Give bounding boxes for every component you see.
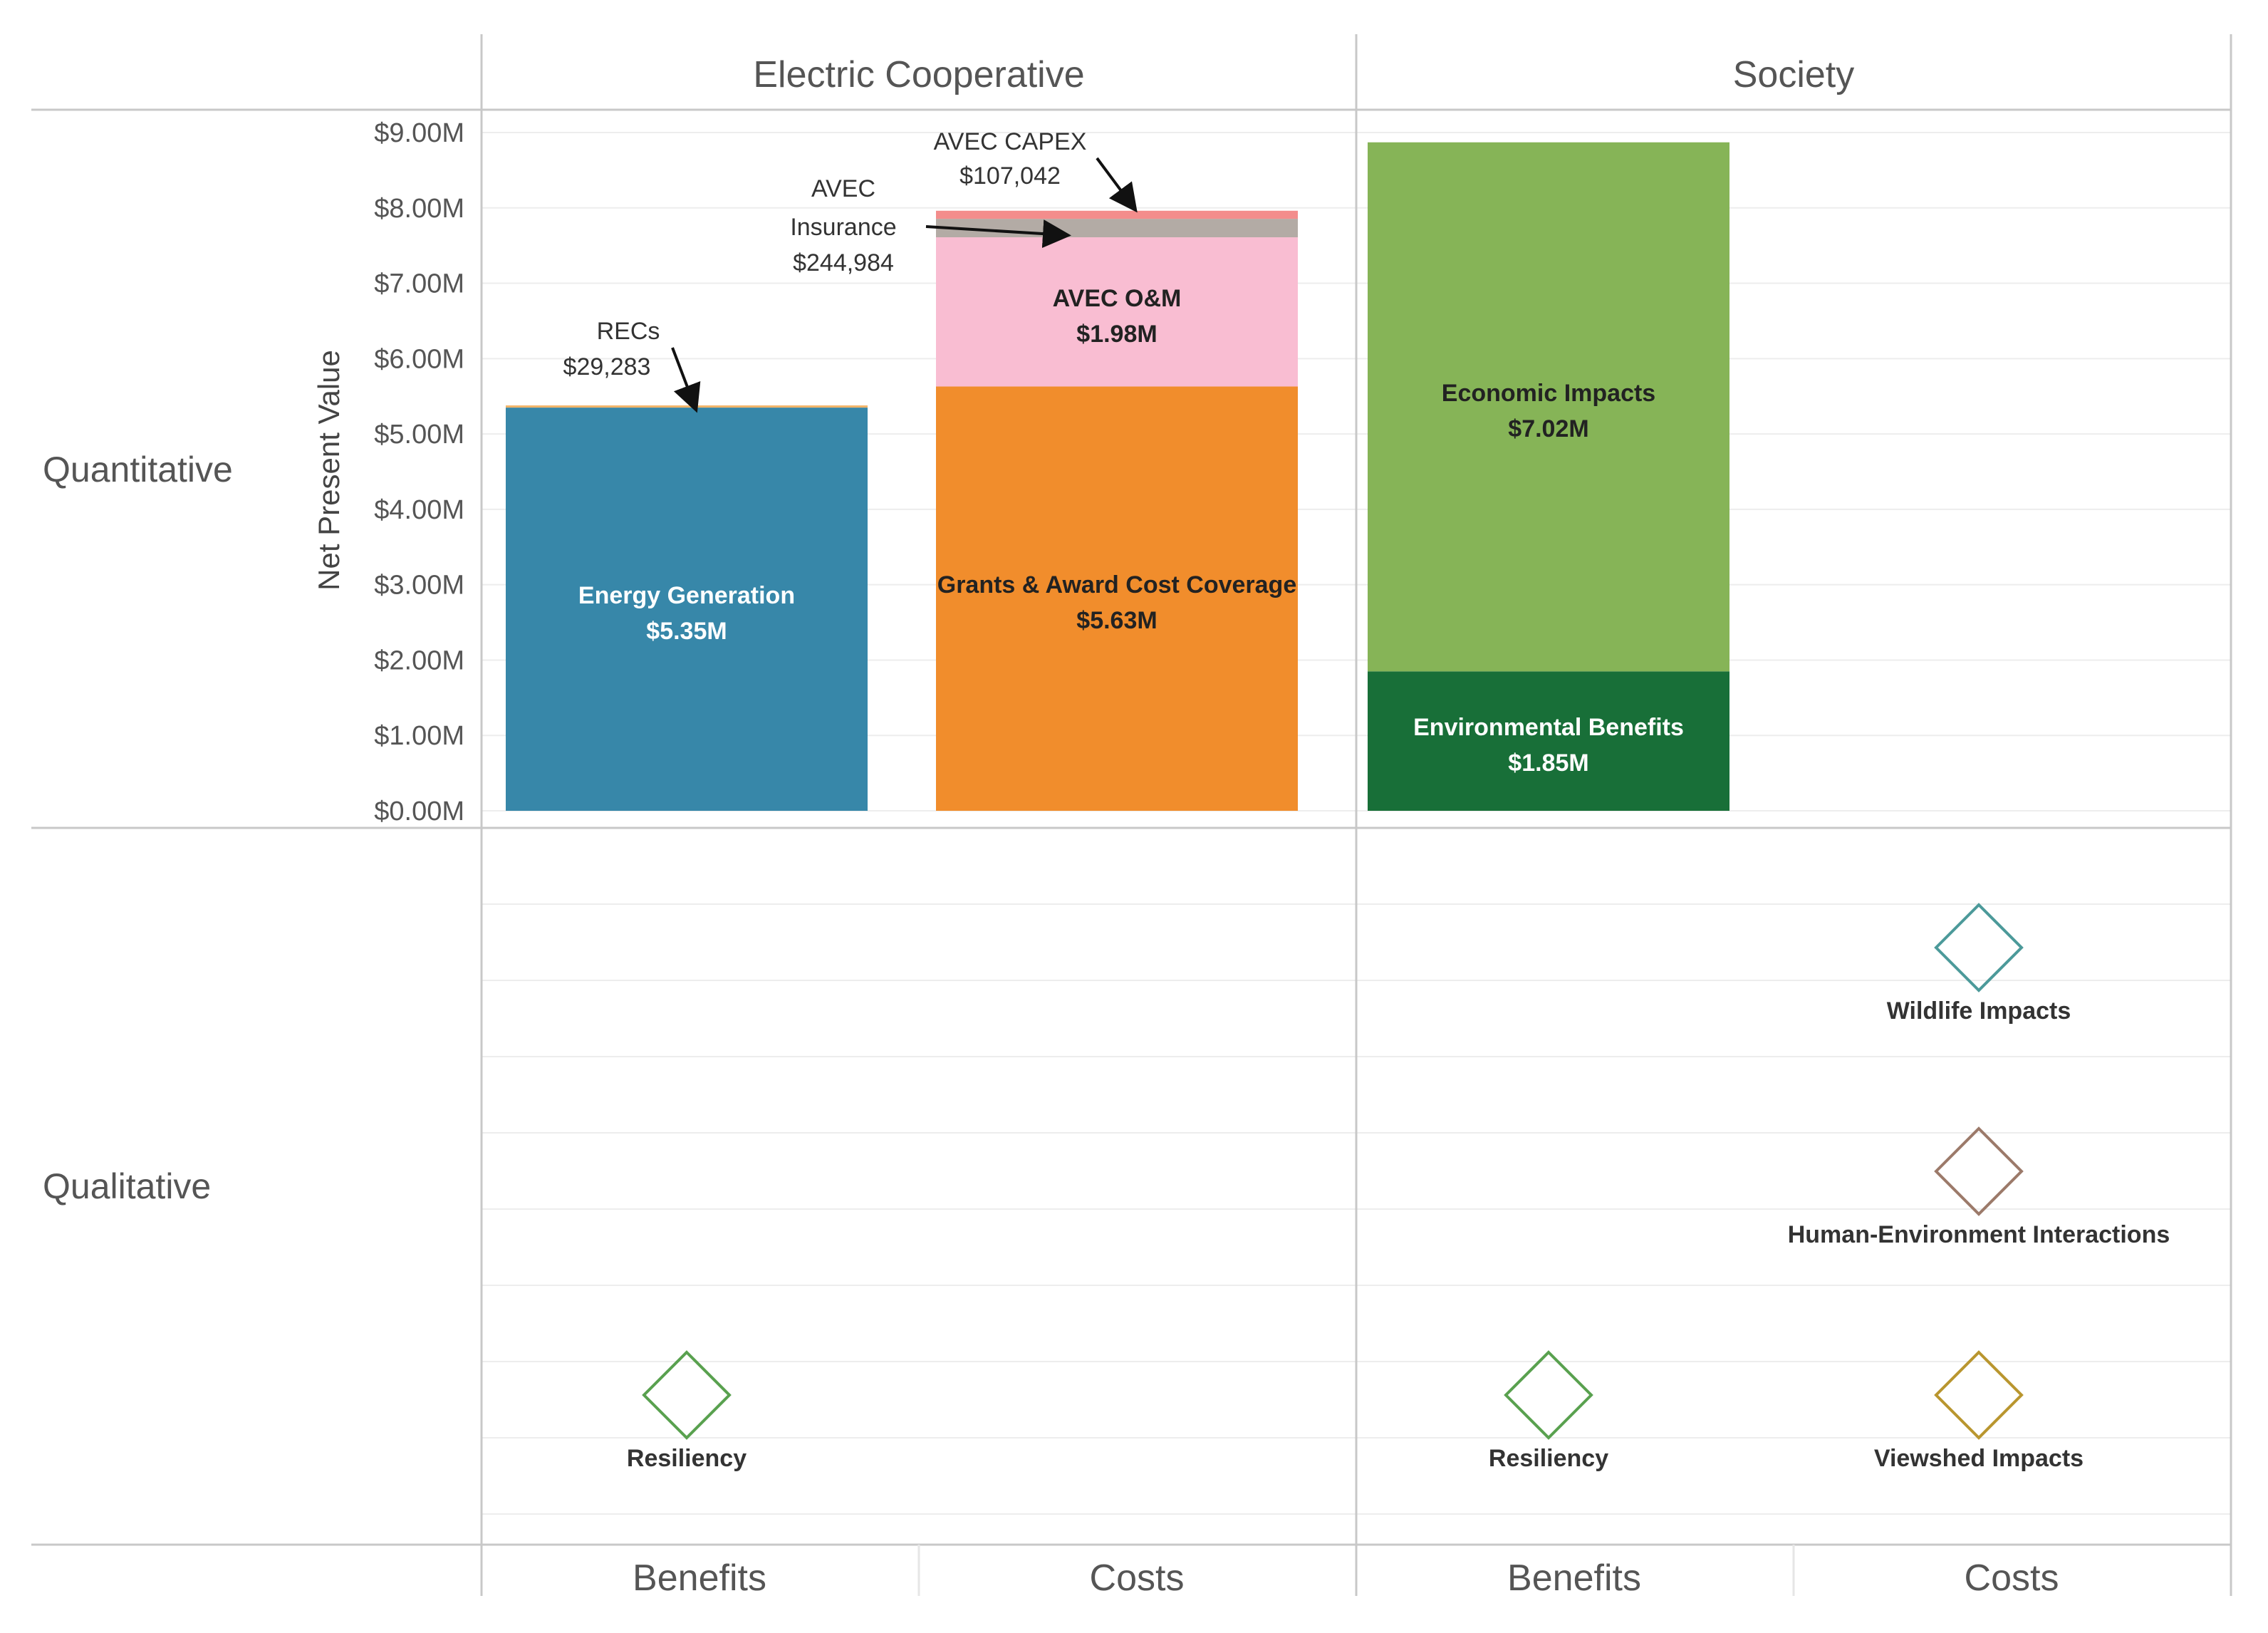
bar-label-grants-name: Grants & Award Cost Coverage	[937, 571, 1296, 598]
diamond-marker-resiliency-society[interactable]	[1504, 1350, 1593, 1440]
annotation-text: $244,984	[793, 249, 894, 276]
y-tick-label: $7.00M	[374, 269, 464, 299]
y-tick-label: $8.00M	[374, 194, 464, 224]
diamond-marker-viewshed-impacts[interactable]	[1934, 1350, 2024, 1440]
qualitative-label-resiliency-ec: Resiliency	[627, 1445, 747, 1472]
bar-label-energy-generation-value: $5.35M	[646, 618, 727, 645]
category-label-society-costs: Costs	[1965, 1557, 2059, 1599]
bar-label-avec-om-name: AVEC O&M	[1053, 285, 1182, 312]
group-header-electric-cooperative: Electric Cooperative	[753, 54, 1084, 95]
annotation-text: $29,283	[563, 353, 651, 380]
row-header-quantitative: Quantitative	[43, 450, 233, 489]
bar-segment-energy-generation[interactable]	[506, 408, 868, 811]
y-axis-title: Net Present Value	[312, 350, 345, 591]
bar-labels: Energy Generation $5.35M Grants & Award …	[578, 285, 1684, 777]
y-tick-label: $6.00M	[374, 344, 464, 374]
y-tick-label: $5.00M	[374, 420, 464, 450]
annotation-text: AVEC CAPEX	[934, 128, 1087, 155]
annotation-recs: RECs $29,283	[563, 318, 701, 413]
y-tick-label: $0.00M	[374, 797, 464, 826]
y-tick-label: $2.00M	[374, 646, 464, 675]
diamond-marker-human-environment-interactions[interactable]	[1934, 1126, 2024, 1216]
y-tick-label: $9.00M	[374, 118, 464, 148]
annotation-arrow	[925, 219, 1071, 249]
category-label-society-benefits: Benefits	[1507, 1557, 1641, 1599]
qualitative-label-wildlife-impacts: Wildlife Impacts	[1887, 997, 2071, 1025]
annotation-avec-insurance: AVEC Insurance $244,984	[790, 175, 1071, 276]
diamond-marker-wildlife-impacts[interactable]	[1934, 903, 2024, 992]
annotation-text: Insurance	[790, 214, 896, 241]
qualitative-label-human-environment-interactions: Human-Environment Interactions	[1788, 1221, 2170, 1248]
category-label-ec-costs: Costs	[1090, 1557, 1185, 1599]
row-header-qualitative: Qualitative	[43, 1166, 211, 1206]
bar-label-grants-value: $5.63M	[1076, 607, 1157, 634]
annotation-avec-capex: AVEC CAPEX $107,042	[934, 128, 1138, 213]
chart-frame	[31, 34, 2232, 1596]
bar-label-environmental-benefits-value: $1.85M	[1508, 750, 1588, 777]
annotation-text: $107,042	[959, 162, 1061, 190]
bar-segment-recs[interactable]	[506, 405, 868, 408]
bar-segment-economic-impacts[interactable]	[1368, 142, 1729, 672]
bar-segments	[506, 142, 1729, 811]
y-axis-ticks: $0.00M $1.00M $2.00M $3.00M $4.00M $5.00…	[374, 118, 464, 826]
annotation-text: RECs	[597, 318, 660, 345]
y-tick-label: $3.00M	[374, 571, 464, 601]
bar-segment-avec-insurance[interactable]	[936, 219, 1298, 238]
annotation-arrow	[1096, 157, 1138, 213]
annotation-arrow	[671, 347, 701, 413]
bar-segment-avec-om[interactable]	[936, 237, 1298, 387]
category-label-ec-benefits: Benefits	[633, 1557, 766, 1599]
qualitative-label-resiliency-society: Resiliency	[1489, 1445, 1608, 1472]
bar-label-energy-generation-name: Energy Generation	[578, 582, 795, 609]
qualitative-label-viewshed-impacts: Viewshed Impacts	[1874, 1445, 2084, 1472]
bar-segment-grants-award-cost-coverage[interactable]	[936, 386, 1298, 811]
bar-segment-avec-capex[interactable]	[936, 210, 1298, 219]
annotation-text: AVEC	[811, 175, 875, 202]
diamond-marker-resiliency-ec[interactable]	[642, 1350, 732, 1440]
bar-label-economic-impacts-value: $7.02M	[1508, 415, 1588, 442]
qualitative-markers: Resiliency Resiliency Viewshed Impacts H…	[627, 903, 2170, 1472]
y-tick-label: $1.00M	[374, 721, 464, 751]
bar-segment-environmental-benefits[interactable]	[1368, 671, 1729, 811]
y-tick-label: $4.00M	[374, 495, 464, 525]
bar-label-avec-om-value: $1.98M	[1076, 321, 1157, 348]
bar-label-economic-impacts-name: Economic Impacts	[1442, 380, 1655, 407]
bar-label-environmental-benefits-name: Environmental Benefits	[1413, 714, 1684, 741]
group-header-society: Society	[1733, 54, 1855, 95]
